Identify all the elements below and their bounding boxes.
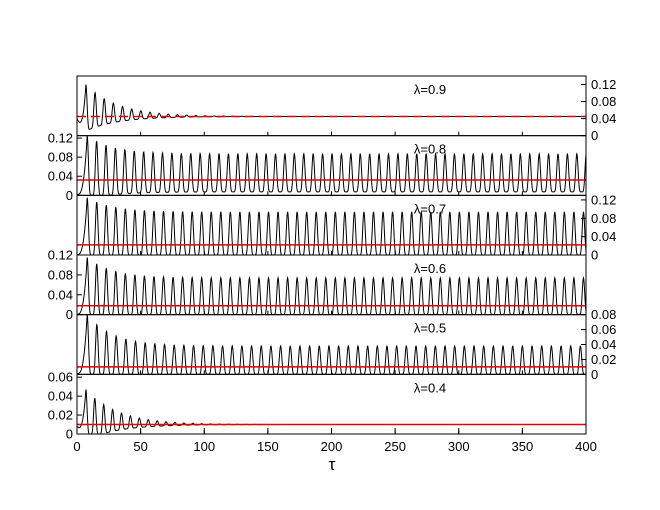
panel-frame <box>76 75 587 137</box>
x-axis-title: τ <box>329 455 336 474</box>
y-tick-label: 0.12 <box>48 248 73 263</box>
y-tick-label: 0 <box>66 188 73 203</box>
panel-label: λ=0.9 <box>414 82 446 97</box>
panel-5: 00.020.040.060.08 λ=0.5 <box>76 307 616 382</box>
y-tick-label: 0.04 <box>48 287 73 302</box>
y-tick-label: 0 <box>591 367 598 382</box>
x-tick-label: 300 <box>448 439 470 454</box>
oscillation-curve <box>77 197 586 255</box>
y-tick-label: 0 <box>66 307 73 322</box>
panel-4: 0 0.04 0.08 0.12 λ=0.6 <box>48 248 587 322</box>
x-axis: 0 50 100 150 200 250 300 350 400 <box>73 428 597 454</box>
panel-label: λ=0.6 <box>414 261 446 276</box>
oscillation-curve <box>77 84 586 130</box>
y-tick-label: 0.08 <box>48 267 73 282</box>
x-tick-label: 150 <box>257 439 279 454</box>
panels-layer: 00.040.080.12λ=0.900.040.080.12λ=0.800.0… <box>48 75 616 442</box>
x-tick-label: 250 <box>384 439 406 454</box>
y-tick-label: 0.04 <box>48 169 73 184</box>
x-tick-label: 350 <box>512 439 534 454</box>
panel-label: λ=0.5 <box>414 321 446 336</box>
y-tick-label: 0.06 <box>591 322 616 337</box>
y-tick-label: 0 <box>66 427 73 442</box>
x-tick-label: 400 <box>575 439 597 454</box>
oscillation-curve <box>77 135 586 196</box>
y-tick-label: 0.12 <box>48 131 73 146</box>
panel-1: 0 0.04 0.08 0.12 λ=0.9 <box>76 75 616 143</box>
y-tick-label: 0.08 <box>591 94 616 109</box>
y-tick-label: 0.02 <box>48 408 73 423</box>
x-tick-label: 200 <box>321 439 343 454</box>
y-tick-label: 0.08 <box>591 307 616 322</box>
y-tick-label: 0.02 <box>591 352 616 367</box>
panel-label: λ=0.4 <box>414 380 446 395</box>
y-tick-label: 0.04 <box>591 337 616 352</box>
x-tick-label: 100 <box>193 439 215 454</box>
y-tick-label: 0.12 <box>591 192 616 207</box>
panel-2: 0 0.04 0.08 0.12 λ=0.8 <box>48 131 587 203</box>
x-tick-label: 50 <box>133 439 147 454</box>
y-tick-label: 0.04 <box>48 389 73 404</box>
y-tick-label: 0.08 <box>591 211 616 226</box>
panel-label: λ=0.8 <box>414 142 446 157</box>
y-tick-label: 0.04 <box>591 111 616 126</box>
y-tick-label: 0.08 <box>48 150 73 165</box>
panel-3: 0 0.04 0.08 0.12 λ=0.7 <box>76 192 616 263</box>
panel-6: 0 0.02 0.04 0.06 λ=0.4 <box>48 370 587 442</box>
x-tick-label: 0 <box>73 439 80 454</box>
oscillation-curve <box>77 314 586 375</box>
panel-label: λ=0.7 <box>414 201 446 216</box>
oscillation-curve <box>77 389 586 435</box>
y-tick-label: 0.06 <box>48 370 73 385</box>
y-tick-label: 0 <box>591 128 598 143</box>
y-tick-label: 0.04 <box>591 229 616 244</box>
y-tick-label: 0.12 <box>591 77 616 92</box>
y-tick-label: 0 <box>591 248 598 263</box>
